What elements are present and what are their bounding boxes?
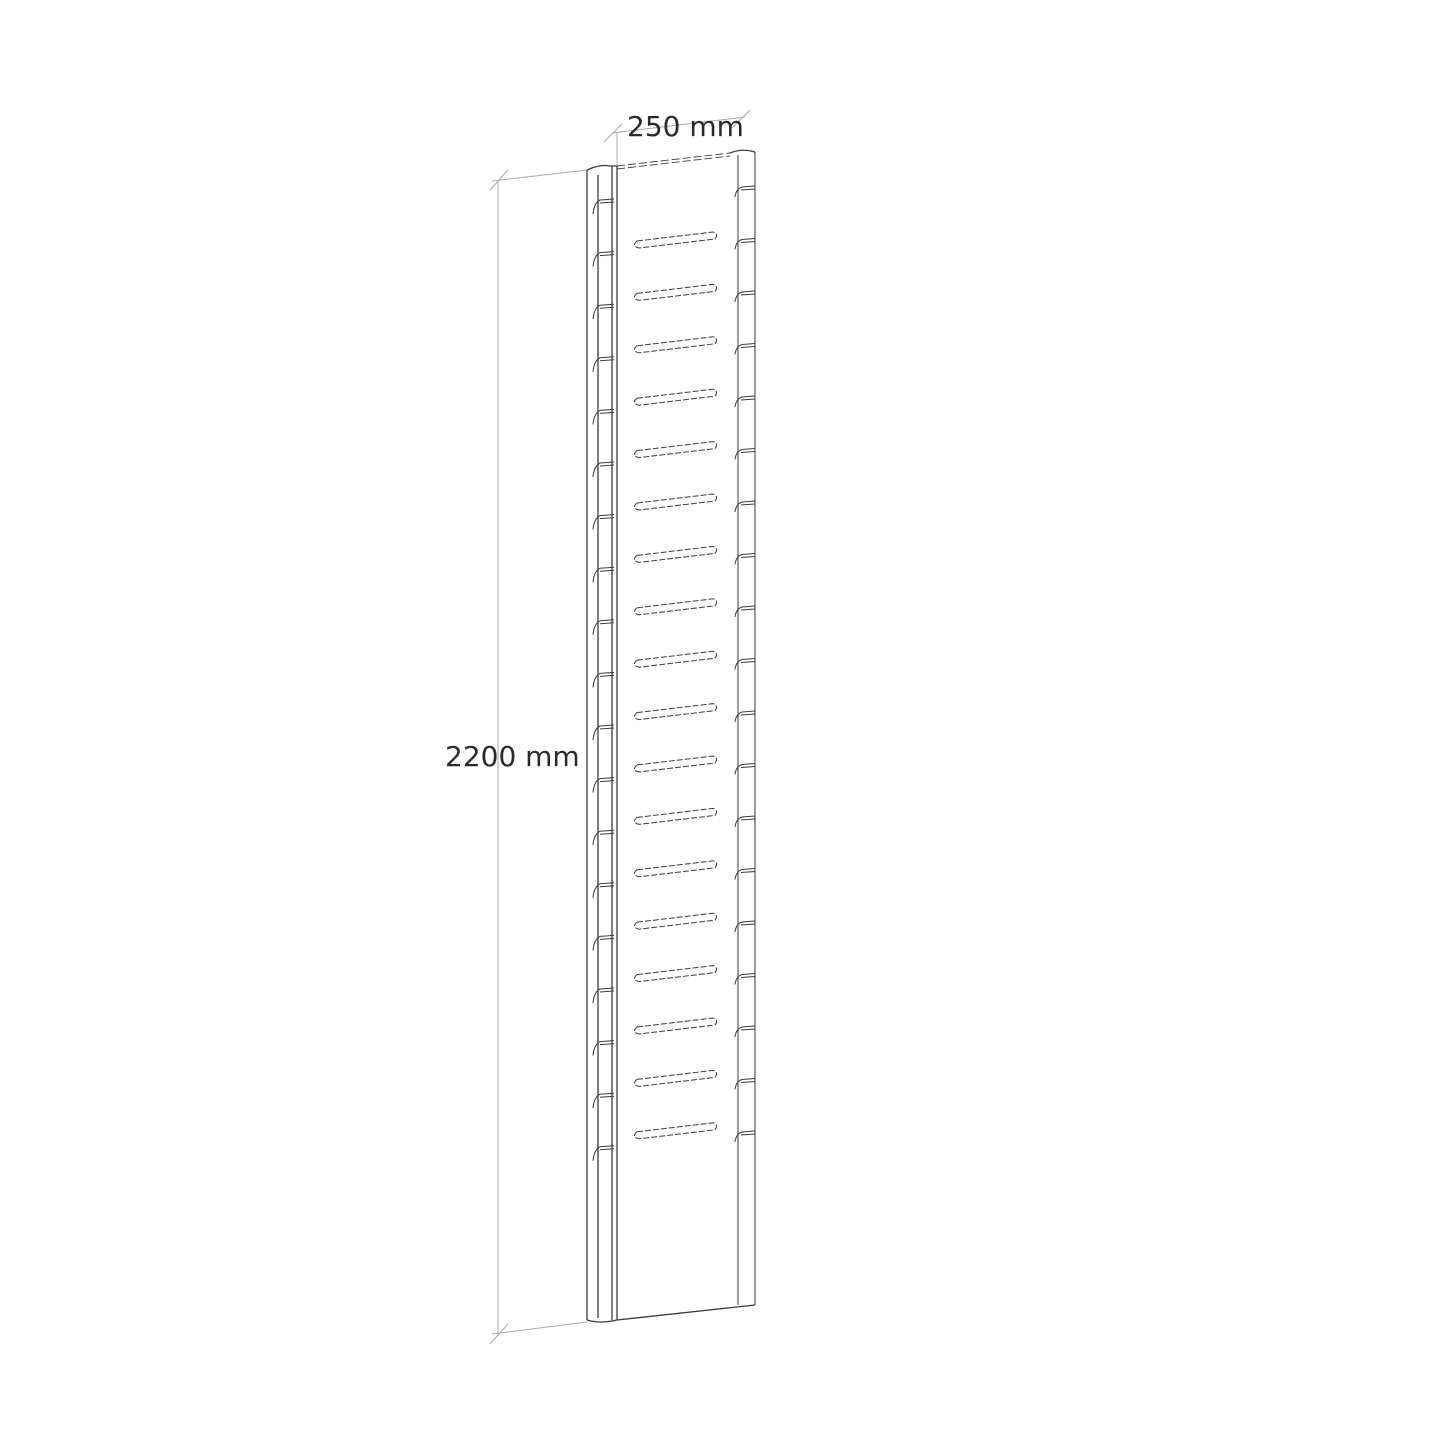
right-hook [734,973,756,985]
left-hook [592,724,615,741]
slot [633,965,718,983]
right-hook [734,185,756,198]
left-hook [592,303,615,320]
right-hook [734,290,756,303]
height-dim-top-extension [491,169,588,182]
right-hook [734,605,756,618]
right-hook [734,395,756,408]
height-dim-bottom-extension [491,1321,588,1335]
slot [633,441,718,459]
right-hook [734,343,756,355]
slot [633,1069,718,1087]
width-dimension-line [611,116,746,134]
right-hook [734,868,756,880]
right-hook [734,553,756,565]
slot [633,231,718,249]
slot [633,336,718,354]
width-dimension-label: 250 mm [627,110,744,143]
right-hook-group [734,185,756,1143]
left-hook [592,987,615,1004]
slot [633,755,718,773]
left-hook [592,1040,615,1056]
right-hook [734,238,756,250]
slot [633,860,718,878]
slot [633,703,718,721]
slot [633,493,718,511]
panel-outline [586,149,756,1323]
left-hook [592,882,615,898]
right-hook [734,1130,756,1143]
right-hook [734,448,756,460]
height-dimension-label: 2200 mm [445,740,580,773]
slot [633,912,718,930]
right-hook [734,500,756,513]
slot [633,598,718,616]
left-hook [592,356,615,372]
left-hook [592,251,615,267]
right-hook [734,815,756,828]
left-hook [592,514,615,530]
left-hook [592,671,615,688]
slot [633,388,718,406]
slot [633,1017,718,1035]
slot [633,1122,718,1140]
left-hook [592,777,615,793]
slot [633,283,718,301]
left-hook [592,829,615,846]
slot [633,807,718,825]
left-hook [592,461,615,478]
slot [633,650,718,668]
right-hook [734,763,756,775]
left-hook [592,619,615,635]
right-hook [734,710,756,723]
dimension-lines [489,109,751,1345]
slot [633,545,718,563]
right-hook [734,920,756,933]
left-hook [592,408,615,425]
right-hook [734,1078,756,1090]
left-hook [592,1145,615,1161]
right-hook [734,658,756,670]
left-hook [592,934,615,951]
left-hook-group [592,198,615,1161]
right-hook [734,1025,756,1038]
slot-group [633,231,718,1140]
left-hook [592,1092,615,1109]
left-hook [592,566,615,583]
left-hook [592,198,615,215]
